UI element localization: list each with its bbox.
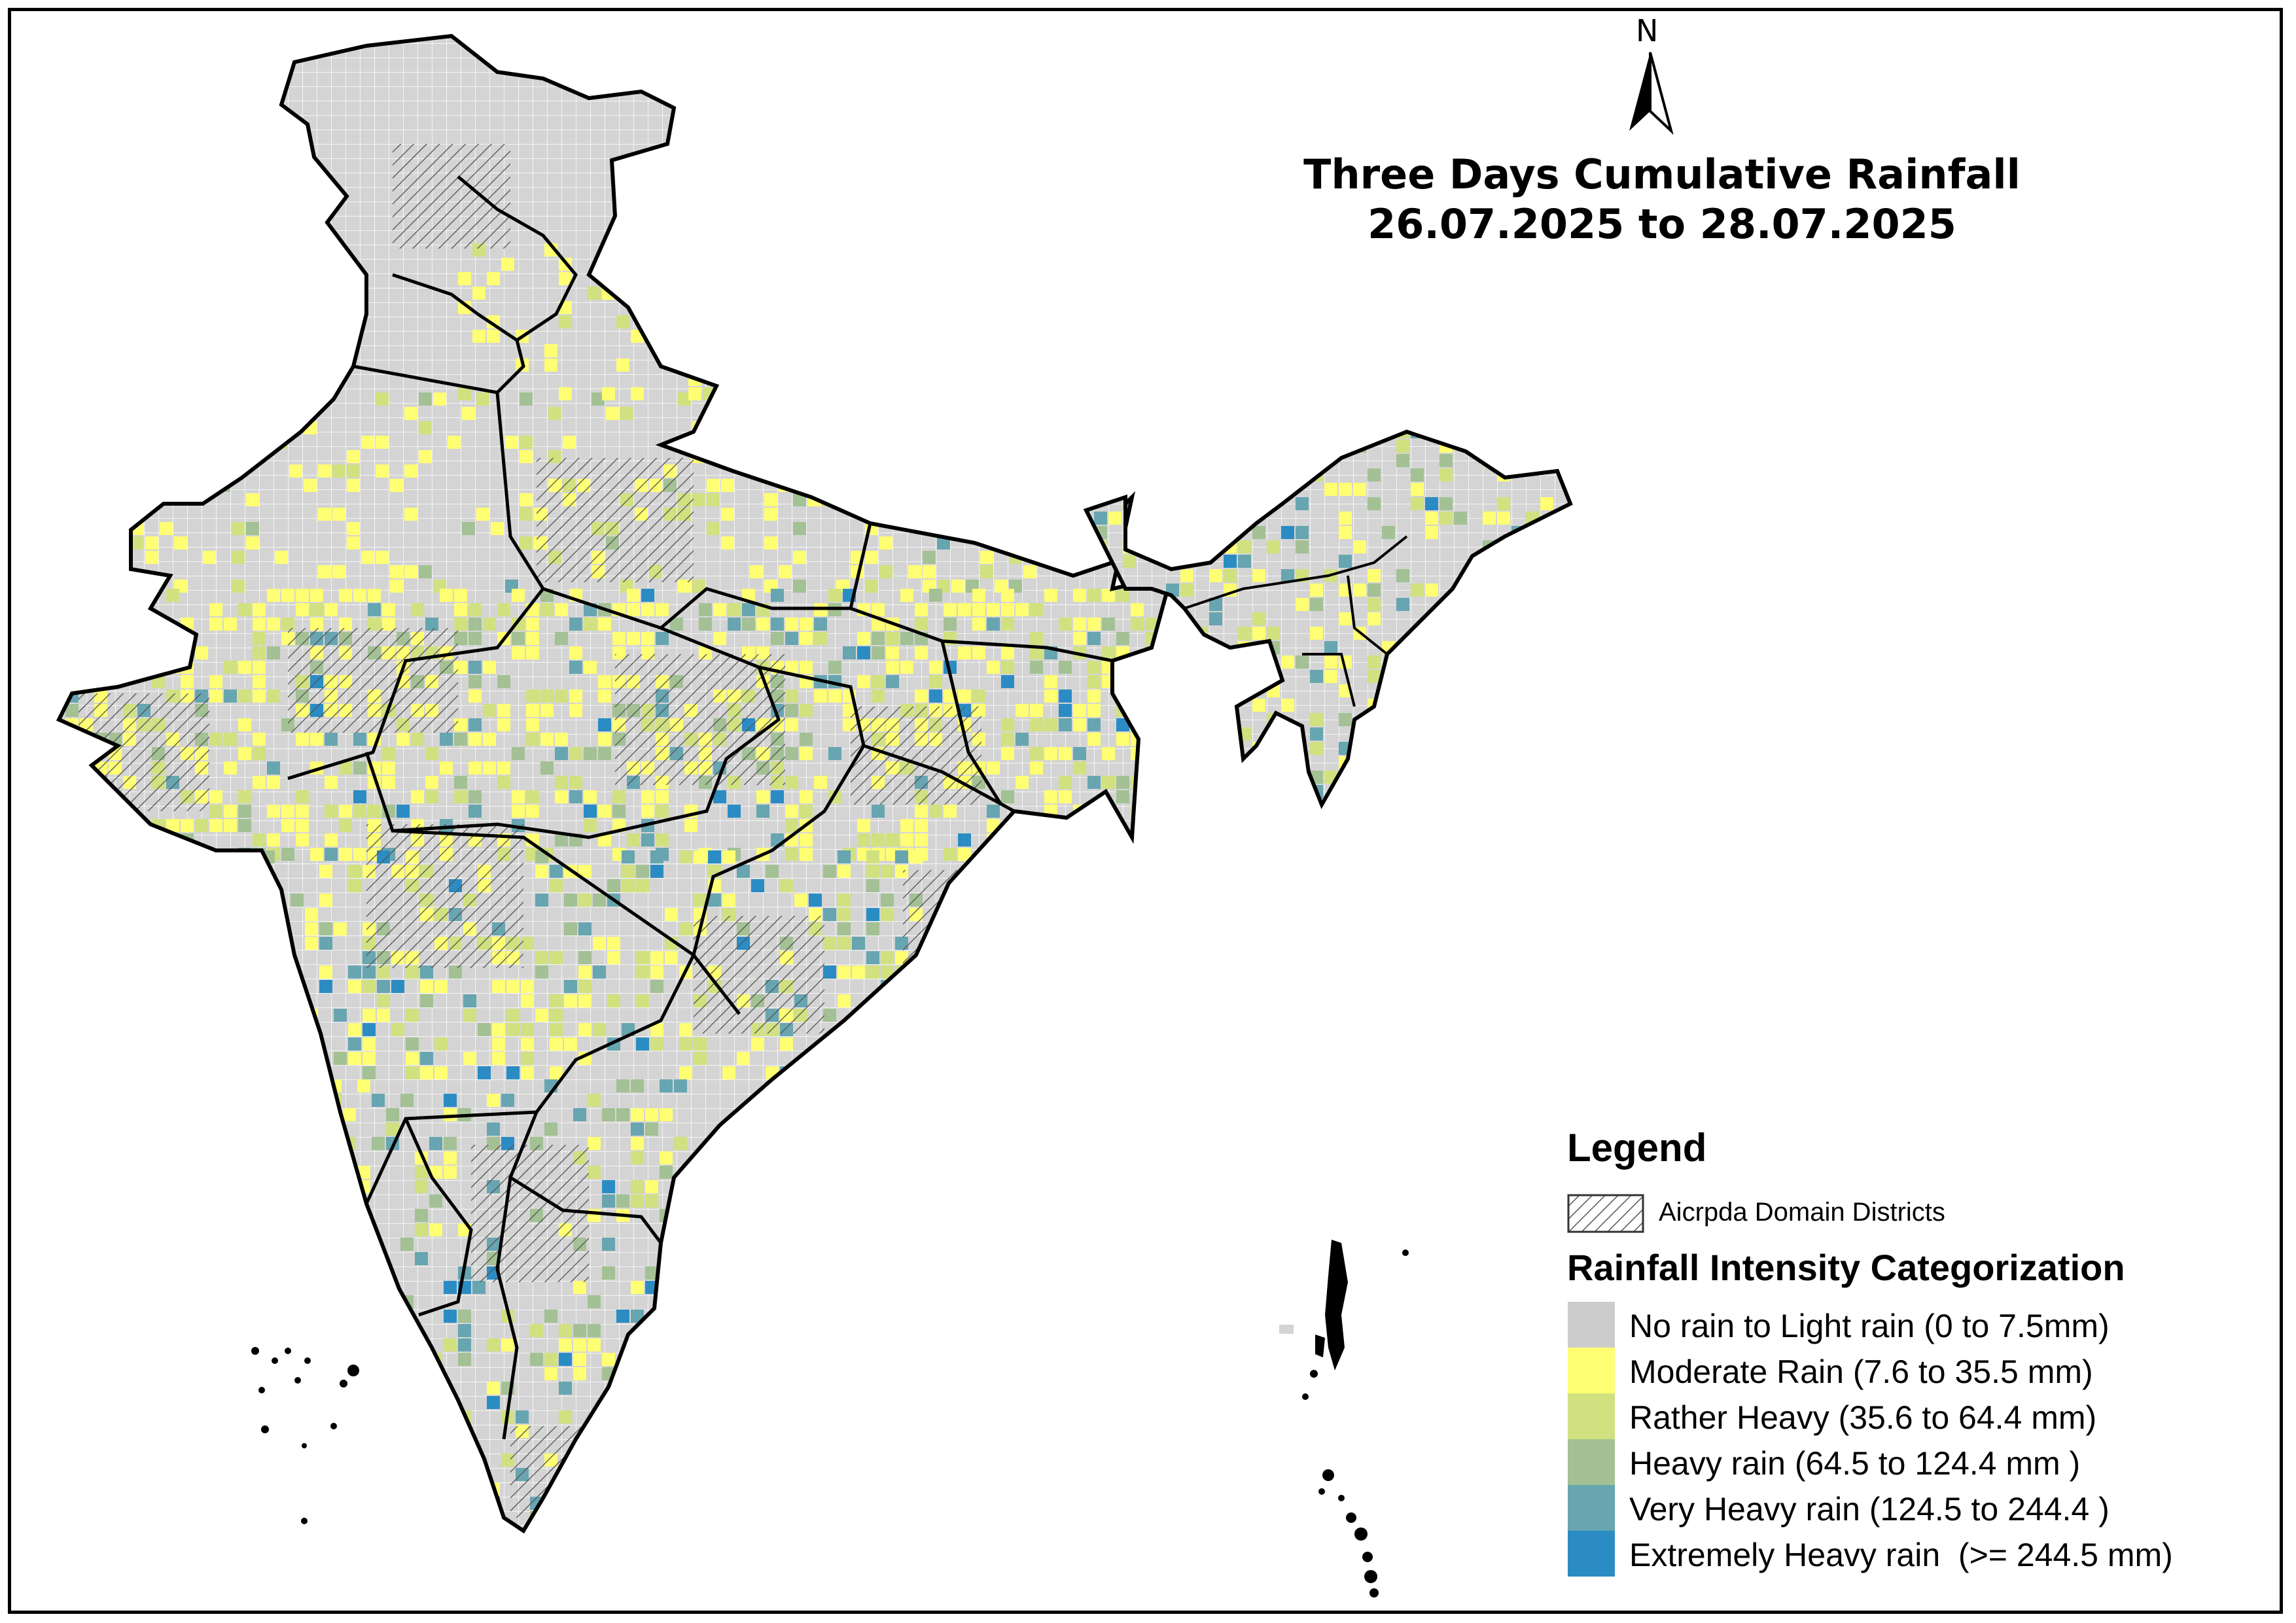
category-swatch	[1568, 1302, 1615, 1348]
category-label: Heavy rain (64.5 to 124.4 mm )	[1629, 1445, 2081, 1482]
category-swatch	[1568, 1439, 1615, 1485]
domain-hatch-areas	[79, 144, 1008, 1518]
north-label: N	[1636, 13, 1659, 48]
map-frame	[8, 8, 2283, 1614]
state-boundaries	[287, 175, 1113, 1440]
map-date-range: 26.07.2025 to 28.07.2025	[1368, 200, 1956, 248]
map-title: Three Days Cumulative Rainfall	[1303, 150, 2021, 198]
legend: Legend Aicrpda Domain Districts Rainfall…	[1564, 1125, 2270, 1590]
category-label: Moderate Rain (7.6 to 35.5 mm)	[1629, 1353, 2093, 1390]
lakshadweep-islands	[251, 1347, 359, 1524]
domain-label: Aicrpda Domain Districts	[1659, 1198, 1945, 1227]
category-swatch	[1568, 1348, 1615, 1393]
category-label: Rather Heavy (35.6 to 64.4 mm)	[1629, 1399, 2097, 1436]
category-swatch	[1568, 1393, 1615, 1439]
mainland-india	[59, 36, 1171, 1539]
category-swatch	[1568, 1485, 1615, 1531]
hatch-swatch-icon	[1567, 1194, 1644, 1233]
category-label: Extremely Heavy rain (>= 244.5 mm)	[1629, 1537, 2173, 1573]
categories-heading: Rainfall Intensity Categorization	[1567, 1247, 2125, 1288]
category-label: Very Heavy rain (124.5 to 244.4 )	[1629, 1491, 2110, 1527]
category-label: No rain to Light rain (0 to 7.5mm)	[1629, 1308, 2110, 1344]
andaman-nicobar-islands	[1279, 1240, 1409, 1597]
category-swatch	[1568, 1531, 1615, 1577]
legend-heading: Legend	[1567, 1126, 1707, 1170]
north-arrow-icon	[1629, 52, 1674, 135]
